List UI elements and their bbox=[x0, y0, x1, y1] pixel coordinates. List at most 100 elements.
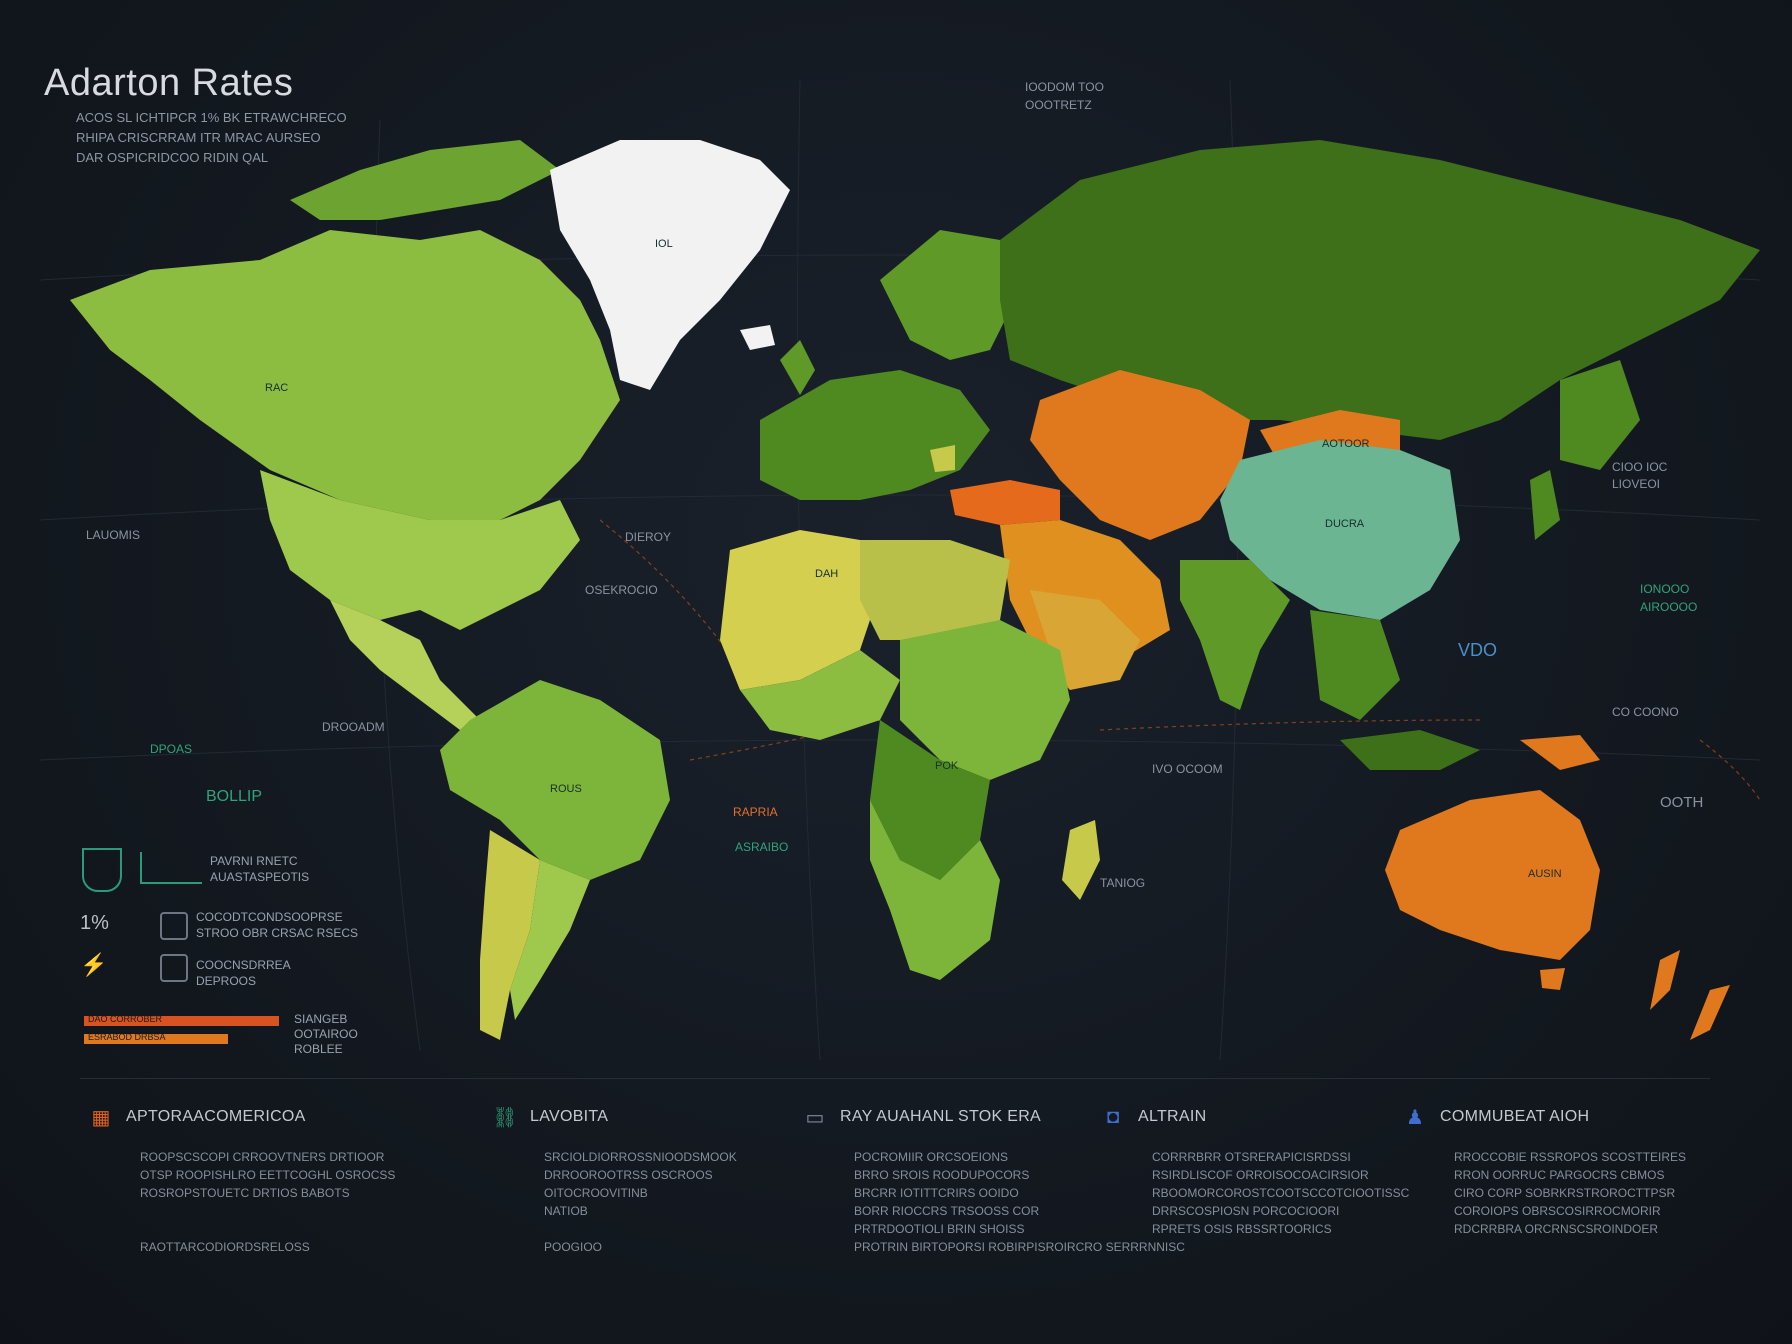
section-line: OTSP ROOPISHLRO EETTCOGHL OSROCSS bbox=[140, 1168, 396, 1182]
map-label: OOTH bbox=[1660, 794, 1704, 811]
map-label: IOODOM TOO bbox=[1025, 80, 1104, 94]
section-line: RSIRDLISCOF ORROISOCOACIRSIOR bbox=[1152, 1168, 1369, 1182]
grid-icon: ▦ bbox=[91, 1106, 111, 1129]
region-north-africa-east bbox=[860, 540, 1010, 640]
region-greenland bbox=[550, 140, 790, 390]
section-line: CIRO CORP SOBRKRSTROROCTTPSR bbox=[1454, 1186, 1676, 1200]
legend-value: 1% bbox=[80, 912, 109, 934]
map-label: DROOADM bbox=[322, 720, 385, 734]
section-line: ROOPSCSCOPI CRROOVTNERS DRTIOOR bbox=[140, 1150, 385, 1164]
map-label-australia: AUSIN bbox=[1528, 868, 1562, 880]
region-usa bbox=[260, 470, 580, 630]
legend-bar-label: DAO CORROBER bbox=[88, 1014, 163, 1024]
chart-icon bbox=[140, 852, 202, 884]
region-canada bbox=[70, 230, 620, 520]
region-mexico bbox=[330, 600, 480, 730]
region-east-africa bbox=[900, 620, 1070, 780]
region-arctic-islands bbox=[290, 140, 560, 220]
section-line: CORRRBRR OTSRERAPICISRDSSI bbox=[1152, 1150, 1351, 1164]
map-label: CO COONO bbox=[1612, 705, 1679, 719]
section-title: APTORAACOMERICOA bbox=[126, 1108, 306, 1125]
map-label: RAPRIA bbox=[733, 805, 778, 819]
section-line: COROIOPS OBRSCOSIRROCMORIR bbox=[1454, 1204, 1661, 1218]
region-central-africa bbox=[870, 720, 990, 880]
region-central-asia bbox=[1030, 370, 1250, 540]
map-label-south-america: ROUS bbox=[550, 783, 582, 795]
legend-bar bbox=[84, 1034, 228, 1044]
region-tasmania bbox=[1540, 968, 1565, 990]
section-title: RAY AUAHANL STOK ERA bbox=[840, 1108, 1042, 1125]
subtitle-line: ACOS SL ICHTIPCR 1% BK ETRAWCHRECO bbox=[76, 110, 347, 125]
link-icon: ⛓ bbox=[492, 1106, 518, 1129]
map-label: AOTOOR bbox=[1322, 438, 1370, 450]
section-line: POCROMIIR ORCSOEIONS bbox=[854, 1150, 1009, 1164]
region-new-zealand bbox=[1650, 950, 1680, 1010]
map-label-africa: DAH bbox=[815, 568, 839, 580]
section-line: DRROOROOTRSS OSCROOS bbox=[544, 1168, 713, 1182]
section-footnote: RAOTTARCODIORDSRELOSS bbox=[140, 1240, 310, 1254]
legend-title: PAVRNI RNETC bbox=[210, 854, 298, 868]
legend-side: ROBLEE bbox=[294, 1042, 343, 1056]
section-line: BRRO SROIS ROODUPOCORS bbox=[854, 1168, 1030, 1182]
section-line: DRRSCOSPIOSN PORCOCIOORI bbox=[1152, 1204, 1340, 1218]
region-southern-africa bbox=[870, 800, 1000, 980]
region-balkans bbox=[930, 445, 955, 472]
region-scandinavia bbox=[880, 230, 1020, 360]
map-label: OSEKROCIO bbox=[585, 583, 658, 597]
map-label: CIOO IOC bbox=[1612, 460, 1668, 474]
legend-bar-label: ESRABOD DRBSA bbox=[88, 1032, 166, 1042]
region-brazil bbox=[440, 680, 670, 880]
region-india bbox=[1180, 560, 1290, 710]
region-europe-west bbox=[760, 370, 990, 500]
map-label: ASRAIBO bbox=[735, 840, 789, 854]
map-label: VDO bbox=[1458, 640, 1498, 660]
region-argentina bbox=[510, 860, 590, 1020]
map-label: IVO OCOOM bbox=[1152, 762, 1223, 776]
region-uk bbox=[780, 340, 815, 395]
map-label-china: DUCRA bbox=[1325, 518, 1365, 530]
region-north-africa-west bbox=[720, 530, 880, 690]
section-title: ALTRAIN bbox=[1138, 1108, 1207, 1125]
map-label-africa: POK bbox=[935, 760, 959, 772]
section-line: ROSROPSTOUETC DRTIOS BABOTS bbox=[140, 1186, 350, 1200]
region-new-zealand-south bbox=[1690, 985, 1730, 1040]
map-label-greenland: IOL bbox=[655, 238, 673, 250]
region-china bbox=[1220, 440, 1460, 620]
shield-icon bbox=[82, 848, 122, 892]
section-title: LAVOBITA bbox=[530, 1108, 609, 1125]
map-label: IONOOO bbox=[1640, 582, 1690, 596]
map-label: BOLLIP bbox=[206, 788, 263, 805]
device-icon: ▭ bbox=[805, 1106, 825, 1129]
legend-side: SIANGEB bbox=[294, 1012, 348, 1026]
frame-icon bbox=[160, 912, 188, 940]
legend-subtitle: AUASTASPEOTIS bbox=[210, 870, 310, 884]
map-label: DIEROY bbox=[625, 530, 672, 544]
section-line: RROCCOBIE RSSROPOS SCOSTTEIRES bbox=[1454, 1150, 1687, 1164]
bag-icon: ◘ bbox=[1106, 1105, 1120, 1128]
legend-line: DEPROOS bbox=[196, 974, 257, 988]
section-footnote: PROTRIN BIRTOPORSI ROBIRPISROIRCRO SERRR… bbox=[854, 1240, 1185, 1254]
region-turkey bbox=[950, 480, 1060, 525]
region-madagascar bbox=[1062, 820, 1100, 900]
section-line: BORR RIOCCRS TRSOOSS COR bbox=[854, 1204, 1040, 1218]
subtitle-line: DAR OSPICRIDCOO RIDIN QAL bbox=[76, 150, 269, 165]
region-russia bbox=[1000, 140, 1760, 440]
divider bbox=[80, 1078, 1710, 1079]
region-west-africa bbox=[740, 650, 900, 740]
section-footnote: POOGIOO bbox=[544, 1240, 603, 1254]
section-line: NATIOB bbox=[544, 1204, 588, 1218]
region-papua bbox=[1520, 735, 1600, 770]
section-line: SRCIOLDIORROSSNIOODSMOOK bbox=[544, 1150, 737, 1164]
section-title: COMMUBEAT AIOH bbox=[1440, 1108, 1590, 1125]
section-line: RBOOMORCOROSTCOOTSCCOTCIOOTISSC bbox=[1152, 1186, 1410, 1200]
legend-bar bbox=[84, 1016, 279, 1026]
camera-icon bbox=[160, 954, 188, 982]
region-indonesia bbox=[1340, 730, 1480, 770]
region-kamchatka bbox=[1560, 360, 1640, 470]
map-label: LAUOMIS bbox=[86, 528, 141, 542]
section-line: RDCRRBRA ORCRNSCSROINDOER bbox=[1454, 1222, 1659, 1236]
section-line: OITOCROOVITINB bbox=[544, 1186, 648, 1200]
legend-symbol: ⚡ bbox=[80, 952, 108, 977]
